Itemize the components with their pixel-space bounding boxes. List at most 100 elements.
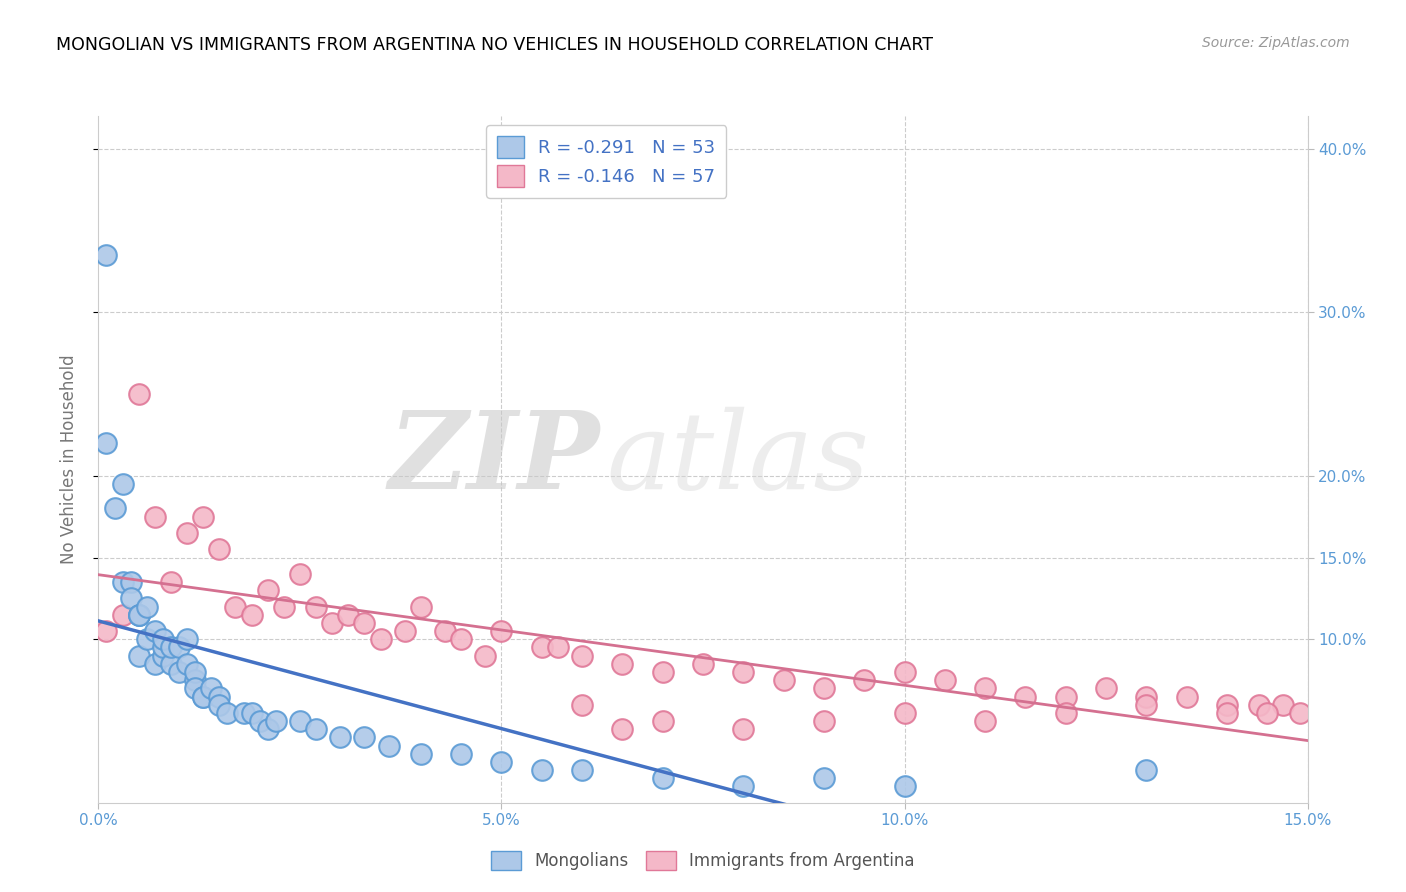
Point <box>111 607 134 622</box>
Point <box>409 747 432 761</box>
Point <box>1135 698 1157 712</box>
Point <box>208 542 231 557</box>
Point <box>474 648 496 663</box>
Point <box>160 640 183 655</box>
Point <box>974 681 997 696</box>
Point <box>1014 690 1036 704</box>
Point <box>813 681 835 696</box>
Point <box>143 657 166 671</box>
Point <box>1135 763 1157 777</box>
Point <box>152 640 174 655</box>
Point <box>96 436 118 450</box>
Point <box>160 657 183 671</box>
Point <box>974 714 997 728</box>
Point <box>264 714 287 728</box>
Point <box>152 632 174 647</box>
Point <box>176 657 198 671</box>
Point <box>571 648 593 663</box>
Point <box>184 681 207 696</box>
Point <box>160 575 183 590</box>
Point <box>1249 698 1271 712</box>
Point <box>1216 706 1239 720</box>
Point <box>240 607 263 622</box>
Point <box>893 706 915 720</box>
Point <box>1175 690 1198 704</box>
Point <box>1135 690 1157 704</box>
Point <box>853 673 876 688</box>
Point <box>167 640 190 655</box>
Point <box>184 673 207 688</box>
Point <box>370 632 392 647</box>
Point <box>571 763 593 777</box>
Point <box>772 673 794 688</box>
Point <box>193 690 215 704</box>
Point <box>409 599 432 614</box>
Point <box>208 698 231 712</box>
Point <box>733 665 755 679</box>
Point <box>651 771 673 786</box>
Point <box>224 599 246 614</box>
Point <box>813 714 835 728</box>
Point <box>128 607 150 622</box>
Point <box>893 665 915 679</box>
Point <box>305 599 328 614</box>
Point <box>128 648 150 663</box>
Point <box>434 624 457 639</box>
Point <box>103 501 125 516</box>
Point <box>813 771 835 786</box>
Text: ZIP: ZIP <box>389 407 600 512</box>
Point <box>934 673 956 688</box>
Point <box>120 575 142 590</box>
Point <box>547 640 569 655</box>
Point <box>394 624 416 639</box>
Y-axis label: No Vehicles in Household: No Vehicles in Household <box>59 354 77 565</box>
Text: atlas: atlas <box>606 407 869 512</box>
Point <box>612 723 634 737</box>
Point <box>128 607 150 622</box>
Point <box>305 723 328 737</box>
Legend: Mongolians, Immigrants from Argentina: Mongolians, Immigrants from Argentina <box>485 845 921 877</box>
Point <box>337 607 360 622</box>
Point <box>1216 698 1239 712</box>
Point <box>135 599 157 614</box>
Point <box>1272 698 1295 712</box>
Point <box>450 632 472 647</box>
Point <box>120 591 142 606</box>
Point <box>1054 706 1077 720</box>
Point <box>1095 681 1118 696</box>
Point <box>143 509 166 524</box>
Point <box>176 526 198 541</box>
Point <box>96 624 118 639</box>
Point <box>128 387 150 401</box>
Point <box>353 731 375 745</box>
Point <box>530 763 553 777</box>
Point <box>377 739 399 753</box>
Text: MONGOLIAN VS IMMIGRANTS FROM ARGENTINA NO VEHICLES IN HOUSEHOLD CORRELATION CHAR: MONGOLIAN VS IMMIGRANTS FROM ARGENTINA N… <box>56 36 934 54</box>
Point <box>571 698 593 712</box>
Point <box>176 632 198 647</box>
Point <box>491 624 513 639</box>
Point <box>217 706 239 720</box>
Point <box>329 731 352 745</box>
Point <box>1288 706 1310 720</box>
Point <box>232 706 254 720</box>
Point <box>893 780 915 794</box>
Point <box>651 714 673 728</box>
Point <box>167 665 190 679</box>
Point <box>256 583 278 598</box>
Point <box>111 477 134 491</box>
Point <box>651 665 673 679</box>
Point <box>450 747 472 761</box>
Point <box>612 657 634 671</box>
Point <box>193 509 215 524</box>
Point <box>491 755 513 769</box>
Point <box>1256 706 1278 720</box>
Point <box>96 248 118 262</box>
Point <box>530 640 553 655</box>
Point <box>208 690 231 704</box>
Point <box>321 615 343 630</box>
Point <box>111 575 134 590</box>
Point <box>692 657 714 671</box>
Text: Source: ZipAtlas.com: Source: ZipAtlas.com <box>1202 36 1350 50</box>
Point <box>733 780 755 794</box>
